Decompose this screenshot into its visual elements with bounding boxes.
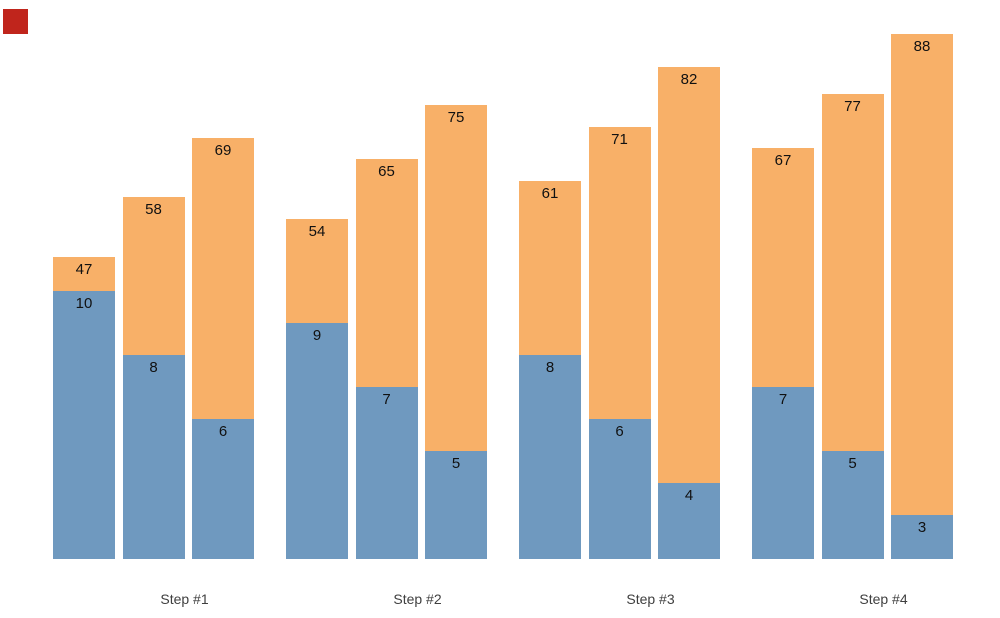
bar: 47 10: [53, 257, 115, 559]
bar-bottom-segment: [519, 355, 581, 559]
bar-bottom-segment: [192, 419, 254, 559]
bar: 54 9: [286, 219, 348, 559]
bar-top-value-label: 67: [774, 152, 792, 169]
bar-top-value-label: 61: [541, 185, 559, 202]
category-label: Step #2: [393, 591, 442, 607]
category-label: Step #1: [160, 591, 209, 607]
bar-bottom-value-label: 7: [382, 391, 391, 408]
red-square-marker[interactable]: [3, 9, 28, 34]
bar-bottom-value-label: 10: [75, 295, 93, 312]
bar: 69 6: [192, 138, 254, 559]
bar: 82 4: [658, 67, 720, 559]
bar-top-value-label: 71: [611, 131, 628, 148]
bar-bottom-segment: [588, 419, 651, 559]
bar: 71 6: [588, 127, 651, 559]
bar-bottom-value-label: 4: [684, 487, 694, 504]
bar-bottom-segment: [286, 323, 348, 559]
bar-bottom-value-label: 9: [312, 327, 322, 344]
bar-bottom-value-label: 8: [545, 359, 555, 376]
category-label: Step #4: [859, 591, 908, 607]
bar: 75 5: [425, 105, 487, 559]
bar-top-value-label: 65: [378, 163, 395, 180]
bar-bottom-value-label: 8: [149, 359, 158, 376]
bar-bottom-value-label: 5: [848, 455, 857, 472]
bar: 77 5: [821, 94, 884, 559]
bar-top-value-label: 88: [913, 38, 931, 55]
bar-bottom-segment: [425, 451, 487, 559]
bar-bottom-value-label: 3: [917, 519, 927, 536]
bar-bottom-segment: [53, 291, 115, 559]
bar-bottom-segment: [821, 451, 884, 559]
bar: 67 7: [752, 148, 814, 559]
bar-top-value-label: 54: [308, 223, 326, 240]
bar-bottom-segment: [658, 483, 720, 559]
bar-top-value-label: 47: [75, 261, 93, 278]
bar-top-value-label: 82: [680, 71, 698, 88]
bar: 58 8: [122, 197, 185, 559]
bar-bottom-value-label: 7: [778, 391, 788, 408]
bar-top-value-label: 69: [214, 142, 232, 159]
category-label: Step #3: [626, 591, 675, 607]
bar: 61 8: [519, 181, 581, 559]
bar-top-value-label: 75: [447, 109, 465, 126]
bar: 88 3: [891, 34, 953, 559]
bar: 65 7: [355, 159, 418, 559]
bar-bottom-value-label: 5: [451, 455, 461, 472]
bar-bottom-value-label: 6: [615, 423, 624, 440]
bar-bottom-segment: [122, 355, 185, 559]
bar-top-value-label: 58: [145, 201, 162, 218]
bar-bottom-value-label: 6: [218, 423, 228, 440]
bar-top-value-label: 77: [844, 98, 861, 115]
bar-bottom-segment: [355, 387, 418, 559]
bar-bottom-segment: [891, 515, 953, 559]
bar-bottom-segment: [752, 387, 814, 559]
